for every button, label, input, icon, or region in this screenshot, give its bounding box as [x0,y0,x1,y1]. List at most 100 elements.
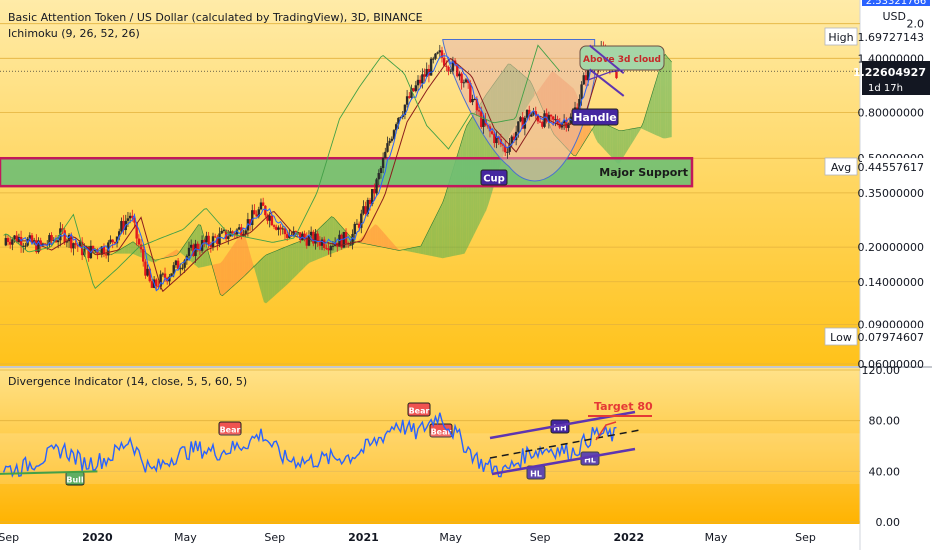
cloud-segment [636,127,640,136]
candle-body [87,246,90,259]
candle-body [362,206,365,214]
cloud-segment [625,129,629,154]
low-value-box [862,328,930,345]
candle-body [146,268,149,276]
osc-tick-label: 0.00 [876,516,901,529]
channel-bottom [491,447,636,476]
osc-band [0,433,860,484]
cloud-segment [263,254,267,304]
cloud-segment [248,248,251,272]
cloud-segment [595,120,598,143]
candle-body [309,231,313,236]
candle-body [386,143,389,152]
cloud-segment [381,230,384,248]
candle-body [257,209,260,217]
cloud-segment [294,242,297,278]
candle-body [582,75,585,85]
cloud-segment [436,211,439,258]
cloud-segment [420,241,424,255]
cloud-segment [250,255,253,270]
cloud-segment [431,219,434,257]
candle-body [556,119,559,124]
high-tag: High [828,31,853,44]
price-tick-label: 0.06000000 [858,358,924,371]
candle-body [294,231,298,233]
cloud-segment [442,196,445,259]
cloud-segment [266,254,269,304]
cloud-segment [239,232,243,281]
candle-body [549,114,553,117]
price-tick-label: 0.20000000 [858,241,924,254]
candle-body [329,246,332,251]
cloud-segment [122,246,125,254]
candle-body [74,243,77,245]
low-tag-box [824,327,858,346]
leading-span-a [87,53,672,297]
cloud-segment [460,138,463,255]
cloud-segment [649,93,653,134]
candle-body [19,236,23,247]
candle-body [578,98,581,110]
cloud-segment [242,232,245,279]
candle-body [107,242,110,256]
cloud-segment [462,131,465,255]
cloud-segment [235,238,238,285]
time-axis-bg[interactable] [0,524,932,550]
top-price-label: 2.53321766 [866,0,926,7]
cloud-segment [654,79,657,136]
cloud-segment [165,254,168,258]
candle-body [248,219,252,225]
candle-body [466,79,470,84]
candle-body [155,279,158,287]
cloud-segment [274,250,277,296]
cloud-segment [283,246,286,288]
candle-body [270,215,274,226]
candle-body [181,267,184,269]
chart-title: Basic Attention Token / US Dollar (calcu… [8,11,423,24]
high-value: 1.69727143 [858,31,924,44]
candle-body [113,241,117,244]
candle-body [425,68,428,77]
candle-body [251,210,254,225]
cloud-segment [630,128,633,146]
candle-body [493,133,496,144]
candle-body [166,277,169,282]
oscillator-title[interactable]: Divergence Indicator (14, close, 5, 5, 6… [8,375,248,388]
cloud-segment [298,240,301,274]
cloud-segment [597,120,600,145]
candle-body [209,244,213,247]
candle-body [471,99,474,103]
osc-tick-label: 40.00 [869,465,901,478]
candle-body [109,239,112,243]
candle-body [340,234,343,248]
handle-label: Handle [573,111,617,124]
currency-label: USD [882,10,906,23]
oscillator-pane-bg [0,368,860,524]
hl-label: HL [530,470,542,479]
above-cloud-label: Above 3d cloud [583,55,661,65]
candle-body [281,228,284,230]
candle-body [128,215,132,219]
candle-body [519,117,522,122]
cloud-segment [427,228,430,256]
candle-body [554,119,557,121]
candle-body [142,249,145,262]
indicator-title[interactable]: Ichimoku (9, 26, 52, 26) [8,27,140,40]
candle-body [388,140,391,144]
candle-body [115,236,119,244]
major-support-label: Major Support [599,166,688,179]
annotations: Above 3d cloud Handle Cup Bull Bear Bear Bear H… [65,44,665,486]
cloud-segment [126,244,129,254]
candle-body [565,120,568,128]
cloud-segment [619,130,622,164]
candle-body [351,234,354,245]
candle-body [397,117,400,125]
avg-value: 0.44557617 [858,161,924,174]
cloud-segment [372,224,376,246]
candle-body [172,265,175,274]
osc-tick-label: 120.00 [862,364,901,377]
cloud-segment [154,259,158,263]
candle-body [231,231,234,233]
candle-body [536,115,540,122]
